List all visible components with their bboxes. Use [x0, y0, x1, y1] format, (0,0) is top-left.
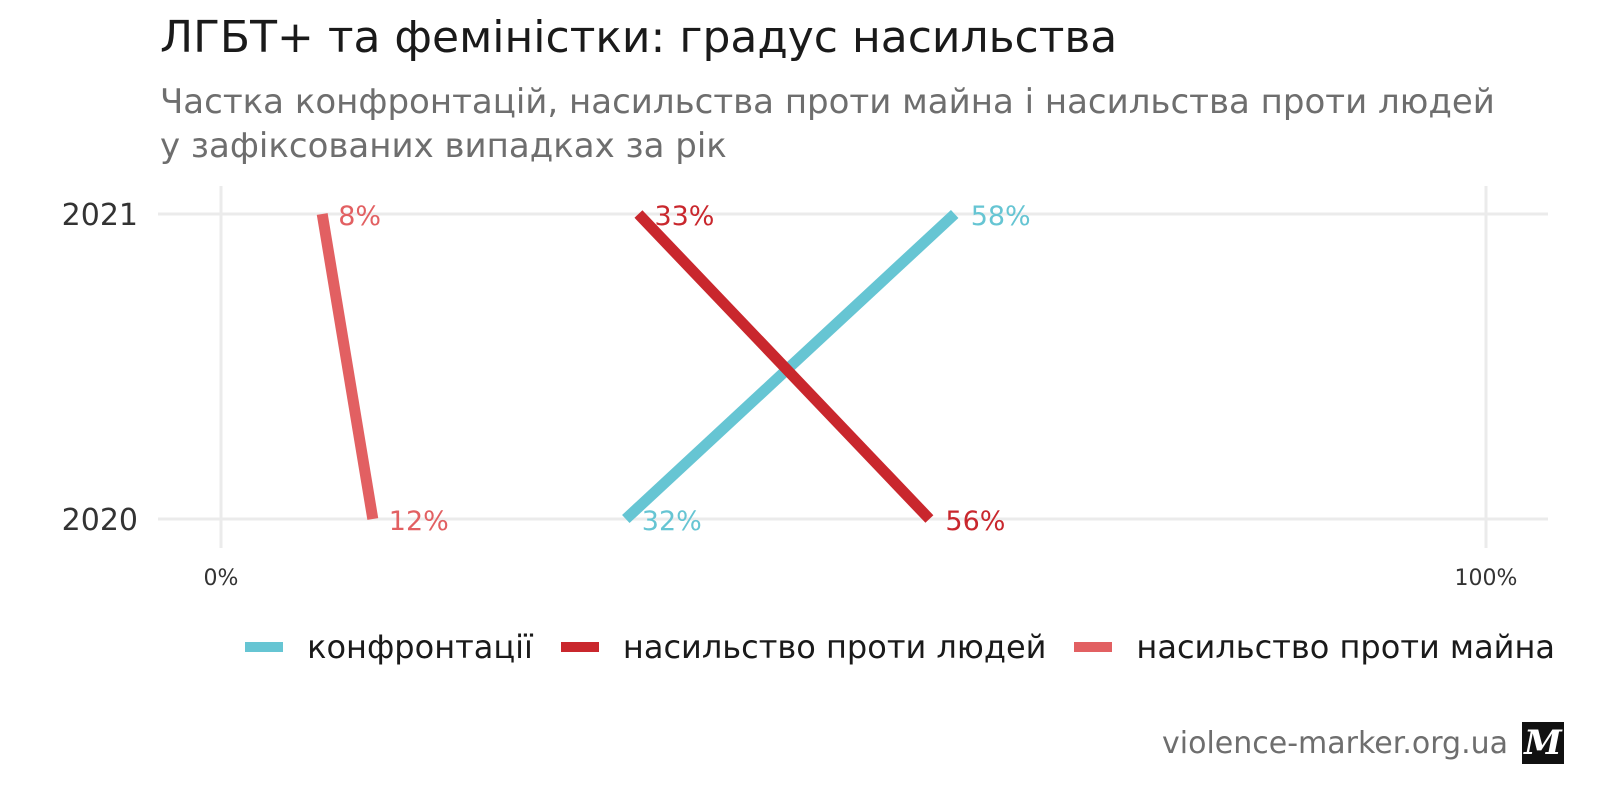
data-label: 32% — [642, 506, 702, 537]
y-tick-label-2021: 2021 — [62, 198, 138, 233]
data-labels: 32% 58% 56% 33% 12% 8% — [338, 201, 1031, 537]
grid-lines — [158, 186, 1548, 548]
logo-letter: M — [1524, 723, 1562, 763]
legend: конфронтації насильство проти людей насиль… — [0, 628, 1555, 666]
legend-swatch — [560, 642, 599, 652]
data-label: 33% — [654, 201, 714, 232]
axis-labels: 0% 100% 2020 2021 — [62, 198, 1518, 591]
source-url[interactable]: violence-marker.org.ua — [1162, 725, 1508, 761]
legend-swatch — [245, 642, 284, 652]
legend-label: насильство проти майна — [1136, 628, 1555, 666]
chart-title: ЛГБТ+ та феміністки: градус насильства — [160, 12, 1118, 63]
footer: violence-marker.org.ua M — [1162, 722, 1564, 764]
data-label: 56% — [945, 506, 1005, 537]
data-label: 58% — [971, 201, 1031, 232]
legend-item-1: насильство проти людей — [560, 628, 1047, 666]
chart-subtitle: Частка конфронтацій, насильства проти ма… — [160, 82, 1495, 166]
legend-item-0: конфронтації — [245, 628, 533, 666]
legend-swatch — [1074, 642, 1113, 652]
data-label: 8% — [338, 201, 381, 232]
series-line-1 — [634, 210, 934, 523]
legend-label: насильство проти людей — [622, 628, 1047, 666]
legend-label: конфронтації — [307, 628, 533, 666]
series-lines — [316, 209, 959, 524]
x-tick-label: 0% — [204, 566, 239, 591]
chart-plot: 0% 100% 2020 2021 32% 58% 56% 33% 12% 8% — [62, 186, 1548, 591]
brand-logo-icon: M — [1522, 722, 1564, 764]
legend-item-2: насильство проти майна — [1074, 628, 1555, 666]
x-tick-label: 100% — [1455, 566, 1518, 591]
series-line-2 — [316, 213, 379, 520]
y-tick-label-2020: 2020 — [62, 503, 138, 538]
data-label: 12% — [389, 506, 449, 537]
